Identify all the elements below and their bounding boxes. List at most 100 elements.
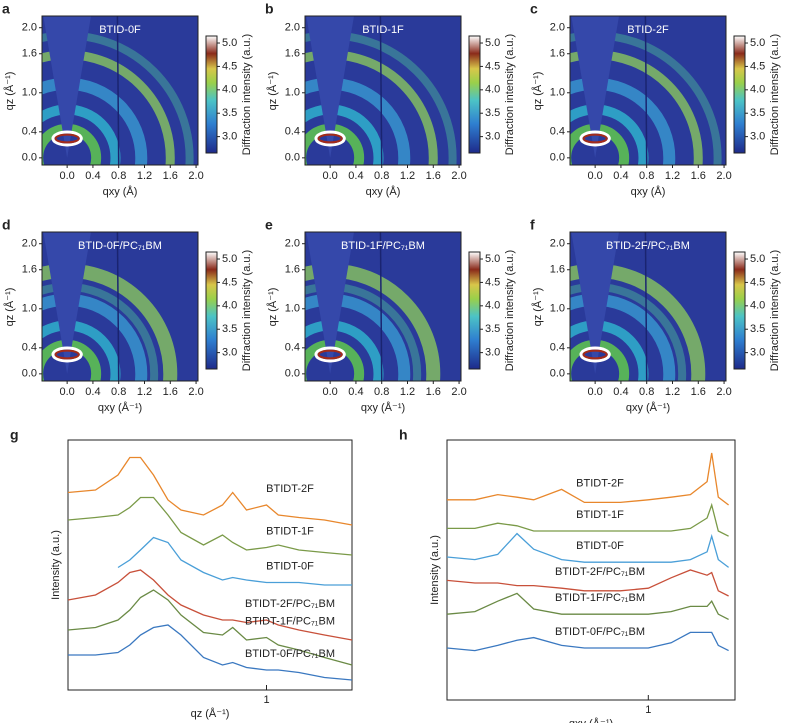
beam-spot (579, 130, 611, 147)
y-tick-label: 0.0 (285, 152, 300, 164)
x-tick-label: 0.4 (348, 170, 363, 182)
wedge (43, 16, 91, 158)
series-line (446, 532, 729, 568)
x-tick-label: 0.0 (587, 170, 602, 182)
series-label: BTIDT-1F (266, 525, 314, 537)
y-tick-label: 2.0 (22, 238, 37, 250)
wedge (306, 232, 354, 374)
beam-spot (582, 133, 608, 144)
y-tick-label: 0.0 (285, 368, 300, 380)
wedge (43, 232, 91, 374)
frame (304, 231, 462, 382)
heatmap (570, 232, 726, 381)
x-tick-label: 1.6 (426, 170, 441, 182)
series-label: BTIDT-2F (576, 478, 624, 490)
y-tick-label: 1.6 (285, 264, 300, 276)
beam-spot (579, 346, 611, 363)
x-tick-label: 1.2 (400, 170, 415, 182)
y-tick-label: 0.4 (22, 126, 37, 138)
heatmap (570, 16, 726, 165)
colorbar-tick-label: 5.0 (222, 253, 237, 265)
x-axis-label: qxy (Å) (103, 185, 138, 198)
y-tick-label: 1.0 (285, 87, 300, 99)
series-line (117, 536, 352, 586)
x-tick-label: 1.2 (400, 386, 415, 398)
colorbar-tick-label: 4.0 (750, 300, 765, 312)
colorbar (468, 251, 481, 370)
colorbar-tick-label: 3.5 (222, 323, 237, 335)
colorbar-tick-label: 5.0 (485, 253, 500, 265)
y-tick-label: 2.0 (550, 22, 565, 34)
y-tick-label: 2.0 (285, 22, 300, 34)
x-tick-label: 2.0 (716, 386, 731, 398)
y-axis-label: qz (Å⁻¹) (266, 288, 279, 327)
colorbar-tick-label: 5.0 (750, 37, 765, 49)
colorbar-tick-label: 5.0 (750, 253, 765, 265)
panel-letter: g (10, 427, 19, 443)
y-tick-label: 2.0 (22, 22, 37, 34)
panel-title: BTID-0F/PC₇₁BM (78, 240, 162, 252)
x-axis-label: qz (Å⁻¹) (191, 707, 230, 720)
series-line (67, 569, 353, 641)
beam-spot (51, 130, 83, 147)
x-axis-label: qxy (Å⁻¹) (98, 401, 142, 414)
x-tick-label: 2.0 (188, 170, 203, 182)
x-tick-label: 0.8 (111, 386, 126, 398)
y-tick-label: 1.6 (285, 48, 300, 60)
colorbar-label: Diffraction intensity (a.u.) (769, 250, 781, 371)
x-tick-label: 0.0 (322, 170, 337, 182)
series-line (447, 452, 729, 506)
x-tick-label: 2.0 (451, 386, 466, 398)
colorbar-tick-label: 4.5 (750, 276, 765, 288)
y-axis-label: Intensity (a.u.) (50, 530, 62, 600)
heatmap (305, 16, 461, 165)
y-tick-label: 0.0 (22, 152, 37, 164)
panel-letter: d (2, 217, 11, 233)
x-tick-label: 1.2 (665, 386, 680, 398)
colorbar-tick-label: 3.0 (750, 347, 765, 359)
colorbar-label: Diffraction intensity (a.u.) (769, 34, 781, 155)
series-label: BTIDT-0F/PC₇₁BM (555, 626, 645, 638)
x-tick-label: 0.0 (59, 170, 74, 182)
series-label: BTIDT-1F/PC₇₁BM (245, 615, 335, 627)
x-tick-label: 1.6 (163, 170, 178, 182)
colorbar-tick-label: 4.5 (222, 276, 237, 288)
y-tick-label: 0.4 (550, 126, 565, 138)
colorbar-tick-label: 4.5 (750, 60, 765, 72)
frame (304, 15, 462, 166)
series-line (447, 502, 729, 537)
y-tick-label: 0.4 (550, 342, 565, 354)
x-tick-label: 1.6 (691, 170, 706, 182)
series-line (67, 496, 353, 556)
y-axis-label: qz (Å⁻¹) (531, 288, 544, 327)
beam-spot (314, 130, 346, 147)
y-tick-label: 1.0 (550, 87, 565, 99)
y-axis-label: Intensity (a.u.) (429, 535, 441, 605)
heatmap (305, 232, 461, 381)
y-axis-label: qz (Å⁻¹) (3, 72, 16, 111)
y-tick-label: 1.0 (285, 303, 300, 315)
y-tick-label: 2.0 (285, 238, 300, 250)
colorbar-tick-label: 3.0 (222, 131, 237, 143)
y-tick-label: 1.6 (22, 48, 37, 60)
frame (446, 439, 736, 701)
colorbar-tick-label: 3.5 (750, 107, 765, 119)
colorbar-label: Diffraction intensity (a.u.) (504, 250, 516, 371)
x-axis-label: qxy (Å⁻¹) (569, 717, 613, 723)
detector-gap (644, 232, 648, 381)
wedge (306, 16, 354, 158)
panel-letter: e (265, 217, 273, 233)
x-tick-label: 2.0 (451, 170, 466, 182)
y-tick-label: 1.0 (550, 303, 565, 315)
x-tick-label: 0.0 (59, 386, 74, 398)
colorbar (733, 35, 746, 154)
series-label: BTIDT-0F (266, 560, 314, 572)
colorbar (468, 35, 481, 154)
beam-spot (317, 349, 343, 360)
colorbar-tick-label: 4.0 (750, 84, 765, 96)
colorbar-tick-label: 3.0 (222, 347, 237, 359)
series-label: BTIDT-0F/PC₇₁BM (245, 648, 335, 660)
panel-title: BTID-2F (627, 24, 669, 36)
x-tick-label: 1.2 (137, 170, 152, 182)
